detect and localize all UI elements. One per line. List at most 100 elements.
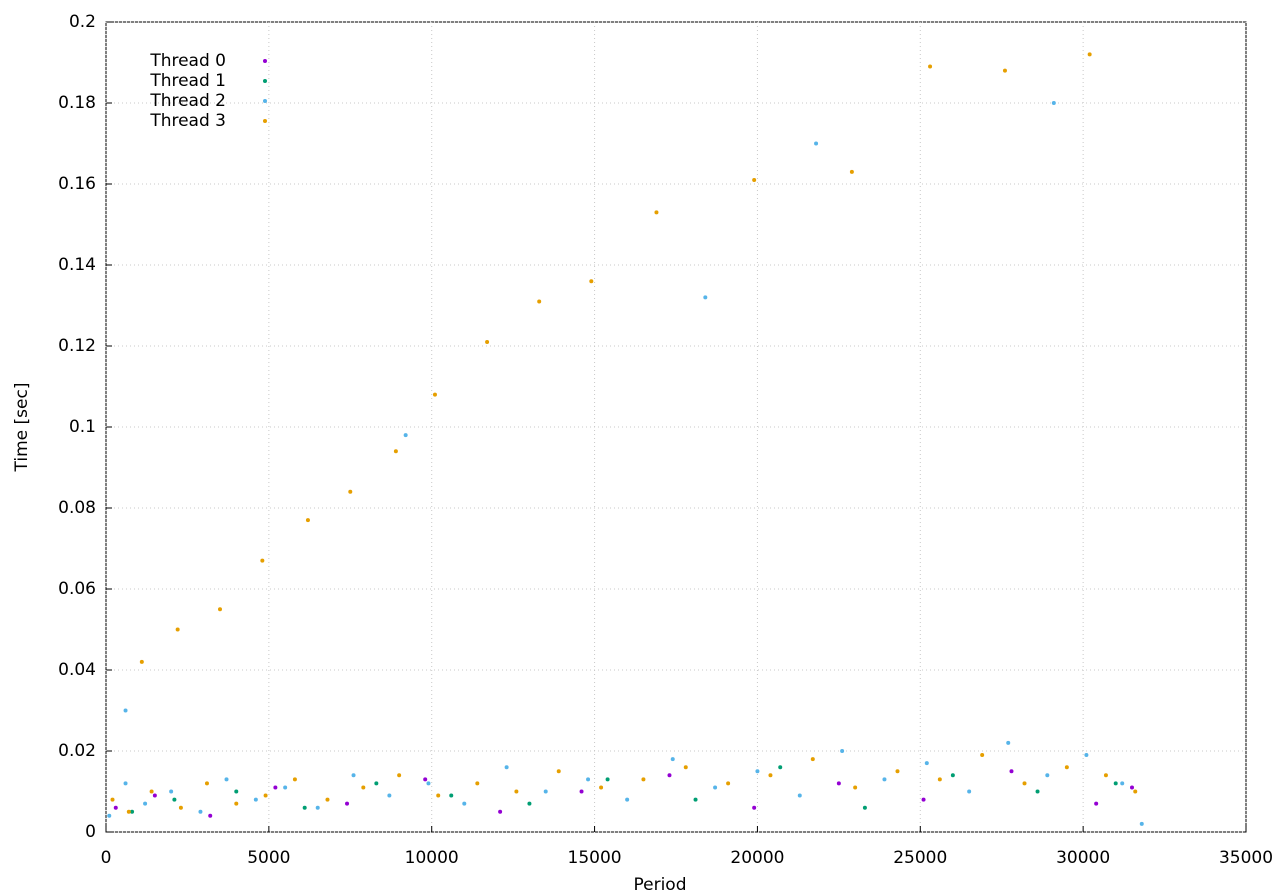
x-tick-label: 0	[101, 848, 112, 868]
point	[113, 805, 118, 810]
legend-label: Thread 0	[149, 51, 226, 71]
x-tick-label: 5000	[247, 848, 290, 868]
point	[1087, 52, 1092, 57]
y-tick-label: 0.16	[58, 174, 96, 194]
point	[315, 805, 320, 810]
y-axis-label: Time [sec]	[12, 383, 32, 473]
point	[475, 781, 480, 786]
point	[556, 769, 561, 774]
point	[654, 210, 659, 215]
point	[683, 765, 688, 770]
point	[703, 295, 708, 300]
point	[862, 805, 867, 810]
point	[950, 773, 955, 778]
y-tick-label: 0.08	[58, 498, 96, 518]
point	[426, 781, 431, 786]
point	[1064, 765, 1069, 770]
y-tick-label: 0.1	[69, 417, 96, 437]
point	[283, 785, 288, 790]
point	[107, 813, 112, 818]
point	[921, 797, 926, 802]
point	[305, 518, 310, 523]
x-tick-label: 20000	[730, 848, 784, 868]
y-tick-label: 0.2	[69, 12, 96, 32]
point	[980, 753, 985, 758]
point	[625, 797, 630, 802]
point	[755, 769, 760, 774]
point	[641, 777, 646, 782]
point	[1103, 773, 1108, 778]
legend-marker	[263, 99, 267, 103]
point	[325, 797, 330, 802]
point	[579, 789, 584, 794]
point	[797, 793, 802, 798]
point	[1133, 789, 1138, 794]
point	[504, 765, 509, 770]
y-tick-label: 0.06	[58, 579, 96, 599]
point	[143, 801, 148, 806]
point	[397, 773, 402, 778]
point	[778, 765, 783, 770]
point	[393, 449, 398, 454]
point	[403, 433, 408, 438]
point	[123, 781, 128, 786]
point	[152, 793, 157, 798]
point	[937, 777, 942, 782]
point	[1035, 789, 1040, 794]
point	[374, 781, 379, 786]
point	[302, 805, 307, 810]
point	[924, 761, 929, 766]
point	[670, 757, 675, 762]
point	[498, 809, 503, 814]
point	[537, 299, 542, 304]
point	[895, 769, 900, 774]
point	[345, 801, 350, 806]
point	[752, 805, 757, 810]
point	[928, 64, 933, 69]
point	[485, 339, 490, 344]
point	[423, 777, 428, 782]
point	[110, 797, 115, 802]
point	[348, 489, 353, 494]
point	[589, 279, 594, 284]
point	[882, 777, 887, 782]
x-tick-label: 30000	[1056, 848, 1110, 868]
point	[967, 789, 972, 794]
point	[768, 773, 773, 778]
point	[130, 809, 135, 814]
point	[840, 749, 845, 753]
point	[178, 805, 183, 810]
y-tick-label: 0.04	[58, 660, 96, 680]
point	[126, 809, 131, 814]
point	[432, 392, 437, 397]
point	[605, 777, 610, 782]
point	[436, 793, 441, 798]
point	[1084, 753, 1089, 758]
point	[169, 789, 174, 794]
point	[224, 777, 229, 782]
point	[1045, 773, 1050, 778]
y-tick-label: 0.14	[58, 255, 96, 275]
y-tick-label: 0.18	[58, 93, 96, 113]
x-tick-label: 35000	[1219, 848, 1273, 868]
point	[175, 627, 180, 632]
point	[1120, 781, 1125, 786]
point	[1006, 740, 1011, 745]
point	[1130, 785, 1134, 790]
point	[752, 177, 757, 182]
point	[849, 169, 854, 174]
legend-marker	[263, 119, 267, 123]
x-axis-label: Period	[633, 875, 686, 895]
point	[208, 813, 213, 818]
point	[253, 797, 258, 802]
legend-label: Thread 3	[149, 111, 226, 131]
point	[586, 777, 591, 782]
point	[726, 781, 731, 786]
point	[292, 777, 297, 782]
point	[361, 785, 366, 790]
point	[810, 757, 815, 762]
point	[123, 708, 128, 713]
point	[172, 797, 177, 802]
point	[1094, 801, 1099, 806]
y-tick-label: 0.12	[58, 336, 96, 356]
